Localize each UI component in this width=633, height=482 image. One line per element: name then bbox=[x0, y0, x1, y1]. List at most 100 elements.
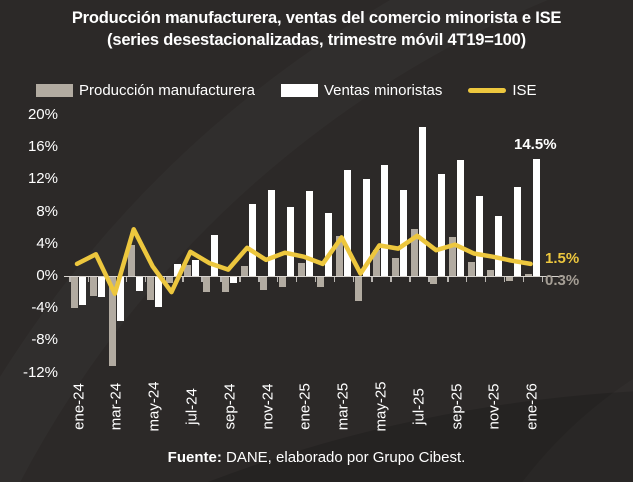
bar-ventas-jun-24 bbox=[173, 263, 181, 276]
x-axis-tick bbox=[314, 277, 317, 282]
annotation-ise-latest: 1.5% bbox=[545, 250, 580, 267]
x-axis-tick bbox=[239, 277, 241, 282]
source-note-label: Fuente: bbox=[167, 449, 222, 466]
legend-swatch-produccion bbox=[36, 84, 73, 97]
x-axis-label-sep-24: sep-24 bbox=[221, 383, 239, 430]
bar-produccion-may-24 bbox=[146, 277, 154, 301]
bar-ventas-ene-25 bbox=[305, 191, 313, 276]
bar-produccion-oct-25 bbox=[467, 261, 475, 276]
x-axis-tick bbox=[295, 277, 298, 282]
x-axis-label-nov-25: nov-25 bbox=[485, 383, 503, 430]
legend-label-ise: ISE bbox=[512, 82, 537, 99]
x-axis-tick bbox=[182, 277, 184, 282]
legend-item-produccion: Producción manufacturera bbox=[36, 82, 255, 99]
x-axis-tick bbox=[144, 277, 147, 282]
x-axis-tick bbox=[465, 277, 468, 282]
bar-produccion-sep-24 bbox=[222, 277, 230, 293]
bar-produccion-jun-24 bbox=[165, 277, 173, 284]
x-axis-line bbox=[64, 275, 562, 277]
chart-title-line1: Producción manufacturera, ventas del com… bbox=[71, 9, 562, 27]
source-note-text: DANE, elaborado por Grupo Cibest. bbox=[221, 449, 466, 466]
bar-ventas-mar-25 bbox=[343, 169, 351, 276]
bar-produccion-mar-25 bbox=[335, 235, 343, 276]
x-axis-tick bbox=[447, 277, 449, 282]
x-axis-tick bbox=[333, 277, 336, 282]
x-axis-tick bbox=[220, 277, 222, 282]
bar-ventas-abr-25 bbox=[362, 178, 370, 276]
bar-produccion-oct-24 bbox=[241, 266, 249, 276]
x-axis-tick bbox=[522, 277, 525, 282]
legend-label-produccion: Producción manufacturera bbox=[79, 82, 255, 99]
x-axis-label-jul-24: jul-24 bbox=[183, 388, 201, 425]
legend-item-ventas: Ventas minoristas bbox=[280, 82, 443, 99]
bar-produccion-sep-25 bbox=[449, 237, 456, 276]
chart-title: Producción manufacturera, ventas del com… bbox=[0, 7, 633, 51]
x-axis-tick bbox=[201, 277, 203, 282]
x-axis-tick bbox=[276, 277, 279, 282]
ise-line bbox=[74, 227, 533, 296]
bar-ventas-feb-24 bbox=[97, 277, 105, 298]
x-axis-tick bbox=[371, 277, 373, 282]
bar-produccion-ago-25 bbox=[430, 277, 438, 285]
x-axis-tick bbox=[484, 277, 487, 282]
x-axis-label-mar-24: mar-24 bbox=[107, 382, 125, 431]
y-axis-tick-label: 0% bbox=[36, 267, 58, 284]
legend-swatch-ise bbox=[468, 88, 507, 93]
x-axis-tick bbox=[541, 277, 543, 282]
x-axis-tick bbox=[87, 277, 90, 282]
bar-ventas-nov-24 bbox=[268, 189, 275, 276]
bar-ventas-dic-25 bbox=[513, 186, 521, 276]
source-note: Fuente: DANE, elaborado por Grupo Cibest… bbox=[0, 449, 633, 466]
bar-produccion-mar-24 bbox=[108, 277, 116, 366]
legend-label-ventas: Ventas minoristas bbox=[323, 82, 443, 99]
bar-produccion-feb-25 bbox=[316, 277, 324, 288]
bar-ventas-oct-24 bbox=[249, 203, 257, 276]
bar-produccion-dic-24 bbox=[278, 277, 286, 288]
bar-ventas-sep-25 bbox=[457, 160, 464, 276]
x-axis-tick bbox=[503, 277, 506, 282]
bar-produccion-jun-25 bbox=[392, 258, 400, 276]
bar-ventas-may-24 bbox=[154, 277, 162, 307]
bar-produccion-jul-24 bbox=[184, 264, 192, 276]
bar-produccion-ago-24 bbox=[203, 277, 211, 293]
legend-swatch-ventas bbox=[280, 84, 318, 97]
x-axis-tick bbox=[428, 277, 430, 282]
y-axis-tick-label: -4% bbox=[31, 299, 58, 317]
bar-ventas-jul-24 bbox=[192, 259, 200, 276]
x-axis-label-mar-25: mar-25 bbox=[334, 382, 352, 431]
y-axis-tick-label: 20% bbox=[27, 106, 58, 123]
bar-ventas-ene-24 bbox=[79, 277, 86, 306]
x-axis-label-ene-26: ene-26 bbox=[523, 383, 541, 430]
x-axis-label-may-24: may-24 bbox=[145, 381, 163, 432]
bar-ventas-ago-24 bbox=[211, 234, 219, 276]
legend-item-ise: ISE bbox=[468, 82, 537, 99]
chart-legend: Producción manufacturera Ventas minorist… bbox=[36, 82, 537, 99]
x-axis-label-may-25: may-25 bbox=[372, 381, 390, 432]
x-axis-tick bbox=[409, 277, 411, 282]
x-axis-label-jul-25: jul-25 bbox=[410, 388, 428, 425]
bar-produccion-jul-25 bbox=[411, 229, 419, 276]
x-axis-label-ene-24: ene-24 bbox=[70, 383, 87, 430]
bar-ventas-abr-24 bbox=[135, 277, 143, 291]
x-axis-tick bbox=[258, 277, 260, 282]
y-axis-tick-label: 12% bbox=[27, 170, 58, 188]
x-axis-label-sep-25: sep-25 bbox=[448, 383, 465, 430]
bar-ventas-dic-24 bbox=[286, 206, 294, 276]
y-axis-tick-label: -8% bbox=[31, 331, 58, 349]
annotation-produccion-latest: 0.3% bbox=[545, 272, 580, 289]
bar-produccion-feb-24 bbox=[89, 277, 97, 296]
x-axis-tick bbox=[352, 277, 354, 282]
bar-produccion-ene-24 bbox=[71, 277, 78, 308]
x-axis-tick bbox=[69, 277, 71, 282]
y-axis-tick-label: -12% bbox=[22, 363, 58, 381]
bar-ventas-jul-25 bbox=[419, 127, 427, 276]
x-axis-tick bbox=[125, 277, 128, 282]
bar-produccion-nov-25 bbox=[486, 270, 494, 276]
bar-ventas-nov-25 bbox=[494, 215, 502, 276]
y-axis-tick-label: 4% bbox=[36, 234, 58, 252]
x-axis-tick bbox=[390, 277, 392, 282]
bar-ventas-mar-24 bbox=[116, 277, 124, 322]
chart-plot-area bbox=[64, 115, 564, 373]
bar-ventas-ago-25 bbox=[438, 173, 446, 276]
